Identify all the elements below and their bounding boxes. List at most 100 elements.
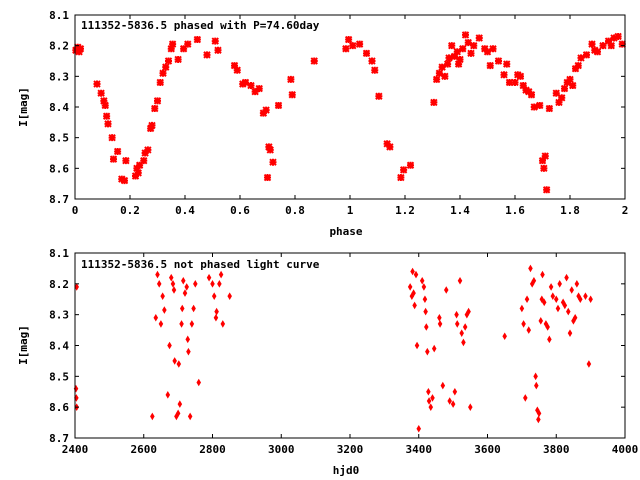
y-tick-label: 8.5 bbox=[49, 370, 69, 383]
data-point bbox=[185, 335, 191, 344]
data-point bbox=[569, 81, 577, 90]
data-point bbox=[344, 35, 353, 44]
data-point bbox=[75, 48, 83, 56]
data-point bbox=[146, 124, 155, 133]
data-point bbox=[414, 341, 420, 350]
x-tick-label: 2400 bbox=[62, 443, 89, 456]
data-point bbox=[494, 57, 503, 65]
data-point bbox=[148, 121, 156, 130]
data-point bbox=[168, 273, 174, 282]
data-point bbox=[547, 335, 552, 344]
data-point bbox=[182, 289, 188, 297]
data-point bbox=[583, 292, 588, 300]
phased-x-axis-label: phase bbox=[329, 225, 362, 238]
data-point bbox=[486, 61, 494, 70]
data-point bbox=[375, 92, 383, 100]
y-tick-label: 8.3 bbox=[49, 309, 69, 322]
data-point bbox=[411, 289, 416, 297]
y-tick-label: 8.4 bbox=[49, 101, 69, 114]
data-point bbox=[428, 403, 434, 411]
data-point bbox=[218, 270, 224, 279]
data-point bbox=[156, 78, 164, 87]
data-point bbox=[599, 41, 607, 50]
data-point bbox=[162, 306, 167, 314]
data-point bbox=[539, 295, 545, 304]
data-point bbox=[93, 80, 101, 88]
data-point bbox=[100, 97, 108, 105]
data-point bbox=[266, 146, 274, 154]
data-point bbox=[399, 166, 408, 174]
data-point bbox=[516, 72, 525, 81]
y-tick-label: 8.3 bbox=[49, 70, 69, 83]
data-point bbox=[109, 155, 118, 163]
data-point bbox=[437, 313, 442, 322]
data-point bbox=[588, 295, 593, 304]
phased-plot-area bbox=[72, 31, 626, 194]
data-point bbox=[241, 78, 250, 87]
data-point bbox=[104, 120, 112, 128]
data-point bbox=[247, 81, 255, 90]
data-point bbox=[122, 156, 130, 165]
data-point bbox=[349, 41, 357, 50]
data-point bbox=[120, 176, 129, 185]
data-point bbox=[578, 295, 583, 304]
data-point bbox=[287, 75, 295, 84]
data-point bbox=[189, 320, 195, 328]
data-point bbox=[614, 32, 622, 41]
data-point bbox=[191, 304, 196, 313]
data-point bbox=[572, 313, 578, 322]
data-point bbox=[467, 49, 475, 58]
data-point bbox=[454, 60, 463, 68]
data-point bbox=[423, 307, 428, 316]
data-point bbox=[419, 276, 425, 285]
y-tick-label: 8.7 bbox=[49, 193, 69, 206]
x-tick-label: 1.6 bbox=[505, 204, 525, 217]
data-point bbox=[158, 320, 164, 328]
x-tick-label: 1.4 bbox=[450, 204, 470, 217]
data-point bbox=[150, 412, 155, 421]
data-point bbox=[179, 320, 184, 328]
data-point bbox=[172, 357, 177, 365]
data-point bbox=[102, 112, 111, 120]
phased-y-axis-label: I[mag] bbox=[17, 87, 30, 127]
data-point bbox=[424, 323, 429, 331]
data-point bbox=[500, 71, 508, 79]
data-point bbox=[156, 280, 162, 288]
data-point bbox=[545, 104, 554, 113]
x-tick-label: 3200 bbox=[337, 443, 364, 456]
data-point bbox=[574, 280, 580, 288]
data-point bbox=[184, 40, 192, 48]
x-tick-label: 2800 bbox=[199, 443, 226, 456]
data-point bbox=[443, 60, 452, 68]
data-point bbox=[569, 286, 574, 294]
data-point bbox=[533, 372, 538, 381]
data-point bbox=[564, 273, 569, 282]
data-point bbox=[421, 283, 427, 291]
x-tick-label: 0.8 bbox=[285, 204, 305, 217]
data-point bbox=[459, 329, 464, 337]
unphased-plot-area bbox=[73, 264, 593, 433]
data-point bbox=[413, 270, 419, 279]
data-point bbox=[274, 101, 283, 110]
data-point bbox=[435, 69, 444, 77]
data-point bbox=[140, 156, 148, 165]
data-point bbox=[263, 173, 272, 182]
data-point bbox=[165, 391, 171, 399]
x-tick-label: 3000 bbox=[268, 443, 295, 456]
data-point bbox=[454, 310, 459, 319]
data-point bbox=[430, 98, 438, 107]
data-point bbox=[426, 387, 431, 396]
data-point bbox=[227, 292, 232, 300]
data-point bbox=[545, 323, 550, 331]
data-point bbox=[407, 283, 413, 291]
x-tick-label: 3800 bbox=[543, 443, 570, 456]
data-point bbox=[426, 397, 432, 405]
data-point bbox=[179, 304, 185, 313]
data-point bbox=[416, 424, 422, 433]
x-tick-label: 0.6 bbox=[230, 204, 250, 217]
data-point bbox=[526, 326, 532, 334]
data-point bbox=[470, 41, 478, 50]
data-point bbox=[552, 89, 560, 97]
data-point bbox=[558, 94, 566, 102]
data-point bbox=[177, 400, 183, 408]
